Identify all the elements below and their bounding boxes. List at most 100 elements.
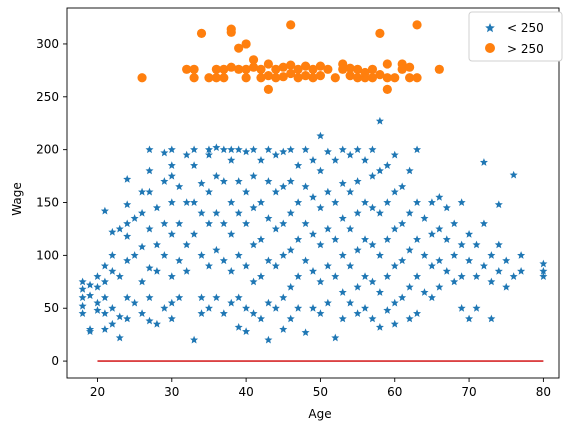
data-point-below-250 xyxy=(78,301,87,310)
data-point-below-250 xyxy=(309,267,317,275)
data-point-above-250 xyxy=(219,73,229,83)
data-point-below-250 xyxy=(256,156,265,164)
data-point-below-250 xyxy=(316,166,325,175)
data-point-below-250 xyxy=(227,230,236,238)
data-point-below-250 xyxy=(204,187,213,196)
x-tick-label: 70 xyxy=(461,385,476,399)
data-point-below-250 xyxy=(271,261,280,270)
data-point-below-250 xyxy=(130,298,139,307)
data-point-below-250 xyxy=(145,187,154,196)
y-axis-title: Wage xyxy=(10,182,24,215)
data-point-below-250 xyxy=(167,171,176,180)
data-point-below-250 xyxy=(138,277,147,286)
data-point-below-250 xyxy=(435,282,444,291)
data-point-below-250 xyxy=(420,214,429,222)
data-point-below-250 xyxy=(383,235,392,244)
data-point-below-250 xyxy=(115,224,124,233)
data-point-below-250 xyxy=(242,261,251,270)
data-point-below-250 xyxy=(100,325,109,333)
data-point-below-250 xyxy=(294,161,303,170)
data-point-below-250 xyxy=(256,272,265,281)
data-point-below-250 xyxy=(138,242,147,251)
data-point-below-250 xyxy=(405,314,414,323)
data-point-below-250 xyxy=(294,198,303,207)
data-point-above-250 xyxy=(226,62,236,72)
data-point-below-250 xyxy=(398,256,407,265)
data-point-below-250 xyxy=(204,219,213,228)
data-point-below-250 xyxy=(197,208,206,217)
data-point-below-250 xyxy=(323,261,332,270)
data-point-below-250 xyxy=(517,267,526,275)
data-point-below-250 xyxy=(368,314,377,323)
data-point-below-250 xyxy=(78,309,87,318)
data-point-above-250 xyxy=(234,43,244,53)
data-point-below-250 xyxy=(442,267,451,275)
data-point-below-250 xyxy=(353,309,362,318)
data-point-below-250 xyxy=(457,240,466,249)
data-point-below-250 xyxy=(190,335,199,344)
data-point-below-250 xyxy=(160,177,169,185)
data-point-below-250 xyxy=(227,298,236,307)
data-point-above-250 xyxy=(182,64,192,74)
plot-frame xyxy=(66,7,560,379)
data-point-below-250 xyxy=(479,219,488,228)
data-point-below-250 xyxy=(212,208,221,217)
data-point-below-250 xyxy=(100,206,109,215)
data-point-above-250 xyxy=(405,62,415,72)
data-point-below-250 xyxy=(494,267,503,275)
data-point-below-250 xyxy=(204,304,213,312)
data-point-below-250 xyxy=(204,150,213,159)
data-point-above-250 xyxy=(196,28,207,38)
data-point-below-250 xyxy=(279,293,288,302)
data-point-below-250 xyxy=(227,156,236,164)
data-point-below-250 xyxy=(353,145,362,154)
data-point-above-250 xyxy=(137,73,147,83)
data-point-above-250 xyxy=(360,67,370,78)
data-point-below-250 xyxy=(227,198,236,207)
data-point-above-250 xyxy=(375,28,385,38)
data-point-below-250 xyxy=(509,272,518,281)
y-tick-label: 0 xyxy=(51,354,59,368)
data-point-above-250 xyxy=(278,72,288,82)
data-point-below-250 xyxy=(160,148,169,157)
data-point-below-250 xyxy=(175,219,184,228)
data-point-below-250 xyxy=(383,272,392,281)
data-point-below-250 xyxy=(190,161,199,170)
data-point-below-250 xyxy=(271,224,280,233)
data-point-above-250 xyxy=(345,63,355,73)
data-point-below-250 xyxy=(167,314,176,323)
data-point-above-250 xyxy=(315,71,326,81)
data-point-below-250 xyxy=(167,145,176,154)
data-point-above-250 xyxy=(189,73,199,83)
data-point-below-250 xyxy=(286,145,295,154)
data-point-below-250 xyxy=(487,314,496,323)
data-point-below-250 xyxy=(145,316,154,325)
data-point-below-250 xyxy=(338,251,347,259)
data-point-above-250 xyxy=(241,64,251,74)
data-point-below-250 xyxy=(279,147,288,156)
data-point-below-250 xyxy=(390,150,399,159)
data-point-above-250 xyxy=(323,64,333,74)
data-point-below-250 xyxy=(450,277,459,286)
data-point-below-250 xyxy=(346,224,355,233)
data-point-below-250 xyxy=(242,187,251,196)
data-point-below-250 xyxy=(405,282,414,291)
data-point-above-250 xyxy=(390,73,400,83)
data-point-below-250 xyxy=(219,219,228,228)
data-point-below-250 xyxy=(390,298,399,307)
data-point-below-250 xyxy=(361,198,370,207)
data-point-below-250 xyxy=(108,304,117,312)
data-point-below-250 xyxy=(465,314,474,323)
data-point-above-250 xyxy=(397,64,407,74)
data-point-below-250 xyxy=(219,145,228,154)
data-point-above-250 xyxy=(412,73,422,83)
data-point-below-250 xyxy=(234,293,243,302)
data-point-below-250 xyxy=(249,203,258,212)
data-point-below-250 xyxy=(197,309,206,318)
data-point-below-250 xyxy=(316,203,325,212)
data-point-below-250 xyxy=(249,277,258,286)
data-point-below-250 xyxy=(115,312,124,321)
data-point-below-250 xyxy=(301,328,310,337)
data-point-below-250 xyxy=(301,145,310,154)
